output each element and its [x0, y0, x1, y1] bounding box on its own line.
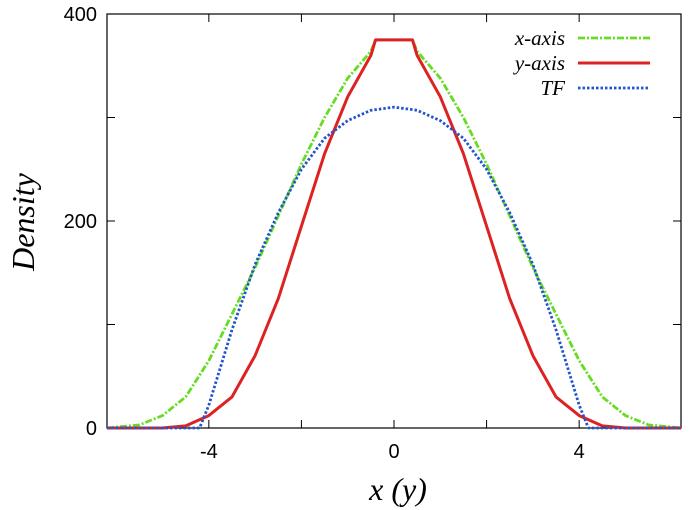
legend-label: x-axis — [514, 26, 565, 50]
series-line-y-axis — [107, 38, 681, 430]
series-line-TF — [107, 105, 681, 430]
x-tick-label: 4 — [574, 441, 585, 463]
y-tick-label: 200 — [64, 211, 97, 233]
plot-frame — [106, 13, 682, 429]
y-tick-label: 0 — [86, 418, 97, 440]
series-layer — [106, 38, 682, 430]
legend-label: y-axis — [513, 51, 565, 75]
x-tick-label: 0 — [388, 441, 399, 463]
series-line-x-axis — [106, 38, 682, 430]
y-axis-title: Density — [5, 172, 41, 272]
x-tick-label: -4 — [200, 441, 218, 463]
axis-ticks: -4 0 4 0 200 400 — [64, 4, 681, 463]
x-axis-title: x (y) — [368, 471, 427, 507]
plot-area — [106, 13, 682, 429]
y-tick-label: 400 — [64, 4, 97, 26]
legend-label: TF — [540, 76, 565, 100]
